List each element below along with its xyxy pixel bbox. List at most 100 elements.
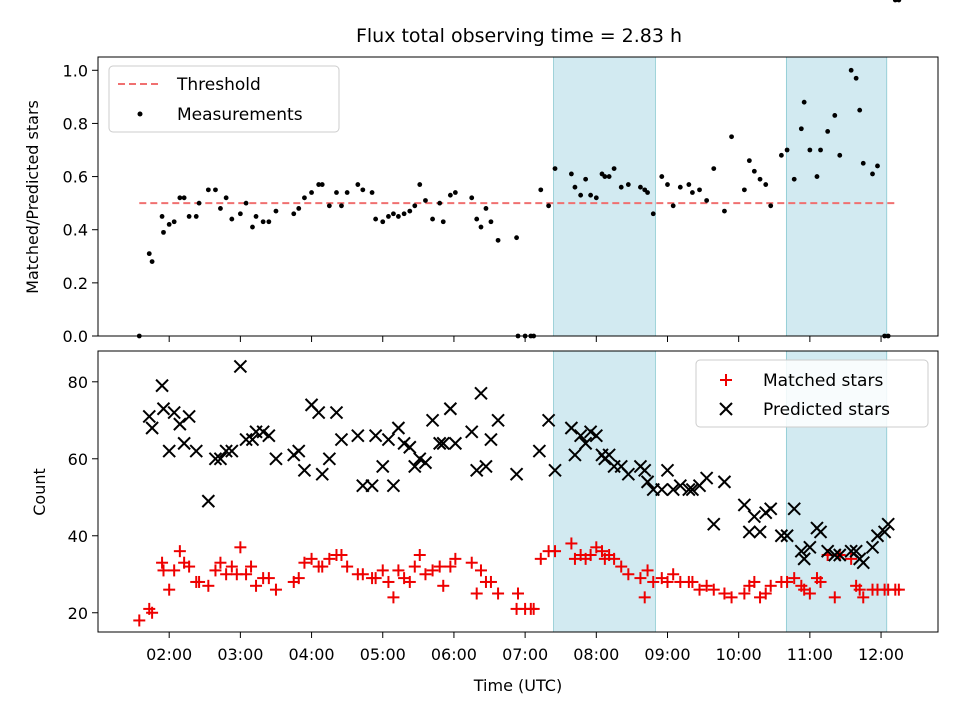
measurement-point: [355, 182, 361, 187]
bottom-y-tick-label: 40: [68, 527, 88, 546]
matched-star-point: [641, 564, 654, 577]
matched-star-point: [814, 575, 827, 588]
predicted-star-point: [474, 386, 488, 401]
measurement-point: [181, 195, 187, 201]
matched-star-point: [892, 583, 905, 596]
matched-star-point: [245, 560, 258, 573]
measurement-point: [319, 182, 325, 187]
matched-star-point: [225, 560, 238, 573]
matched-star-point: [382, 575, 395, 588]
measurement-point: [177, 195, 183, 201]
bottom-y-tick-label: 20: [68, 604, 88, 623]
predicted-star-point: [376, 459, 390, 474]
predicted-star-point: [737, 498, 752, 512]
x-axis-label: Time (UTC): [473, 676, 562, 695]
matched-star-point: [262, 572, 275, 585]
predicted-star-point: [660, 463, 675, 478]
legend-matched-label: Matched stars: [763, 371, 883, 391]
predicted-star-point: [803, 540, 817, 555]
measurement-point: [391, 211, 396, 217]
predicted-star-point: [797, 552, 811, 566]
matched-star-point: [700, 579, 713, 592]
legend-measurements-label: Measurements: [177, 105, 303, 125]
x-tick-label: 06:00: [431, 645, 477, 664]
matched-star-point: [661, 575, 674, 588]
measurement-point: [875, 163, 880, 169]
measurement-point: [380, 219, 386, 225]
predicted-star-point: [666, 482, 680, 497]
matched-star-point: [725, 591, 738, 604]
matched-star-point: [857, 591, 870, 604]
measurement-point: [273, 208, 279, 214]
predicted-star-point: [774, 529, 789, 543]
measurement-point: [193, 214, 199, 219]
measurement-point: [253, 214, 259, 219]
measurement-point: [625, 182, 631, 187]
matched-star-point: [527, 602, 540, 615]
matched-star-point: [392, 564, 405, 577]
matched-star-point: [534, 552, 547, 565]
measurement-point: [677, 184, 683, 190]
matched-star-point: [387, 591, 400, 604]
shaded-interval-1: [785, 56, 888, 337]
measurement-point: [483, 206, 489, 211]
matched-star-point: [470, 587, 483, 600]
measurement-point: [848, 67, 854, 73]
measurement-point: [602, 174, 608, 179]
predicted-star-point: [532, 444, 547, 458]
measurement-point: [437, 200, 443, 206]
matched-star-point: [323, 552, 336, 565]
measurement-point: [412, 203, 418, 209]
measurement-point: [870, 171, 875, 177]
measurement-point: [593, 195, 599, 201]
bottom-axes-frame: [97, 350, 939, 633]
predicted-star-point: [541, 413, 556, 427]
measurement-point: [837, 152, 843, 158]
legend-threshold-label: Threshold: [176, 75, 261, 95]
measurement-point: [339, 203, 344, 209]
matched-star-point: [193, 575, 206, 588]
top-y-tick-label: 0.4: [63, 221, 88, 240]
matched-star-point: [584, 549, 597, 562]
x-tick-label: 12:00: [858, 645, 904, 664]
top-panel: 0.0 0.2 0.4 0.6 0.8 1.0 Matched/Predicted sta…: [23, 0, 939, 346]
x-tick-label: 07:00: [502, 645, 548, 664]
predicted-star-point: [742, 525, 757, 539]
predicted-star-point: [448, 436, 463, 451]
measurement-point: [291, 211, 297, 217]
matched-star-point: [764, 579, 777, 592]
predicted-star-point: [849, 544, 863, 558]
predicted-star-point: [865, 540, 880, 555]
measurement-point: [360, 187, 366, 193]
measurement-point: [892, 0, 898, 3]
measurement-point: [857, 107, 863, 113]
x-tick-label: 03:00: [217, 645, 263, 664]
matched-star-point: [693, 583, 706, 596]
predicted-star-point: [351, 428, 365, 443]
measurement-point: [166, 222, 172, 227]
matched-star-point: [828, 591, 841, 604]
predicted-star-point: [167, 405, 181, 420]
measurement-point: [401, 211, 407, 217]
measurement-point: [237, 211, 243, 217]
top-y-axis-label: Matched/Predicted stars: [23, 100, 42, 294]
measurement-point: [711, 166, 717, 172]
measurement-point: [825, 129, 831, 134]
matched-star-point: [781, 575, 794, 588]
measurement-point: [896, 0, 902, 3]
predicted-star-point: [208, 452, 223, 466]
measurement-point: [161, 229, 166, 235]
matched-star-point: [202, 579, 215, 592]
measurement-point: [488, 219, 494, 225]
predicted-star-point: [436, 436, 450, 451]
predicted-star-point: [813, 525, 828, 539]
measurement-point: [159, 214, 165, 219]
bottom-y-tick-label: 60: [68, 450, 88, 469]
measurement-point: [778, 152, 784, 158]
top-y-tick-label: 0.2: [63, 274, 88, 293]
predicted-star-point: [311, 405, 326, 420]
measurement-point: [697, 187, 702, 193]
measurement-point: [722, 208, 727, 214]
measurement-point: [302, 195, 307, 201]
